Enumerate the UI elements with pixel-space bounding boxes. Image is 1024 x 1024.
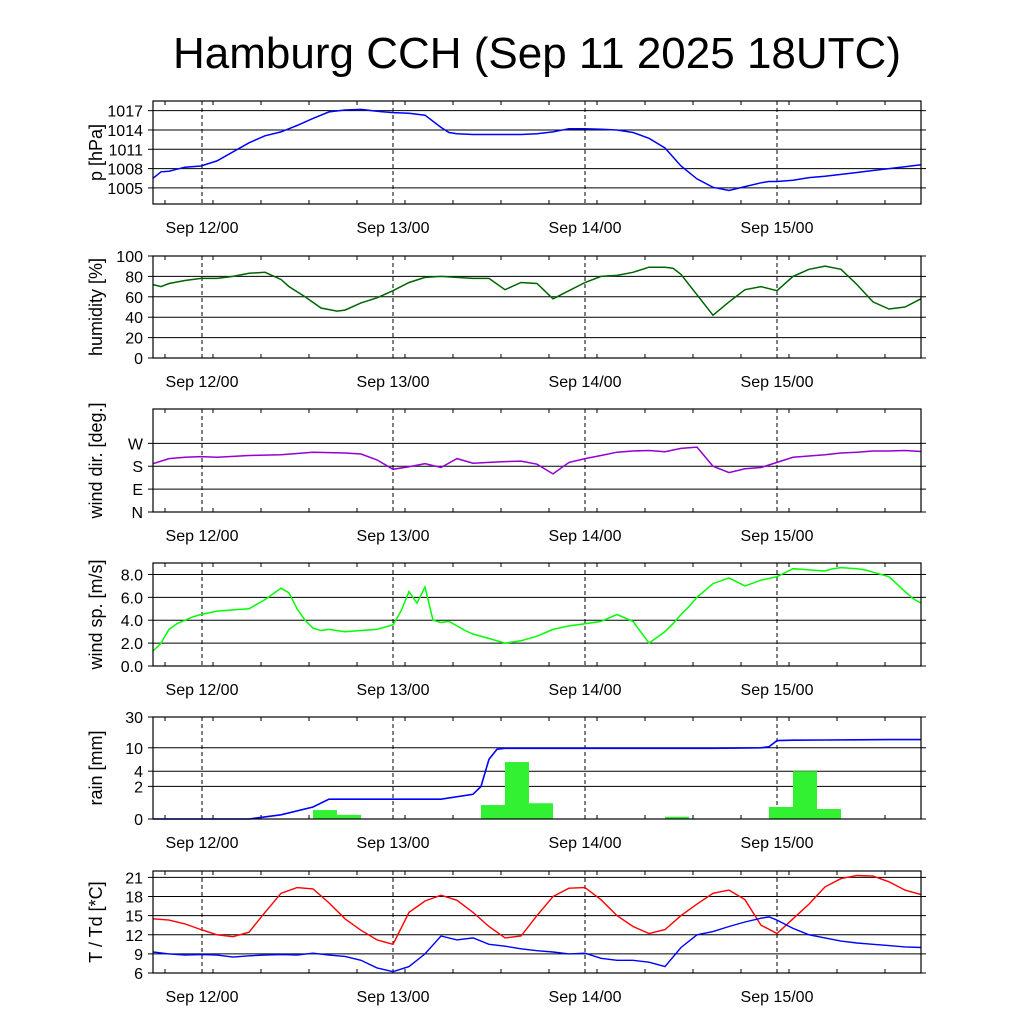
plot-frame	[152, 100, 922, 205]
y-tick-label: 1005	[107, 181, 143, 198]
y-tick-label: 21	[125, 870, 143, 887]
y-axis-label: wind sp. [m/s]	[86, 559, 106, 670]
panel-pressure: 1005 1008 1011 1014 1017 Sep 12/00 Sep 13/00 Se…	[86, 100, 926, 237]
y-tick-label: 2	[134, 779, 143, 796]
rain-bar	[313, 810, 337, 819]
x-tick-label: Sep 12/00	[166, 374, 239, 391]
temperature-line	[152, 874, 922, 946]
y-tick-label: 18	[125, 890, 143, 907]
y-tick-label: 0	[134, 351, 143, 368]
rain-bar	[505, 762, 529, 819]
y-tick-label: 1014	[107, 123, 143, 140]
y-axis-label: wind dir. [deg.]	[86, 402, 106, 519]
panel-temperature_dewpoint: 6 9 12 15 18 21 Sep 12/00 Sep 13/00 Sep 14/00 Sep…	[86, 870, 926, 1006]
chart-title: Hamburg CCH (Sep 11 2025 18UTC)	[173, 29, 901, 78]
x-tick-label: Sep 13/00	[357, 682, 430, 699]
x-tick-label: Sep 13/00	[357, 220, 430, 237]
y-axis-label: p [hPa]	[86, 124, 106, 181]
x-tick-label: Sep 14/00	[549, 220, 622, 237]
x-tick-label: Sep 14/00	[549, 682, 622, 699]
rain-bar	[769, 806, 793, 819]
y-tick-label: 1008	[107, 162, 143, 179]
y-tick-label: 4.0	[121, 613, 143, 630]
y-tick-label: 12	[125, 928, 143, 945]
x-tick-label: Sep 15/00	[741, 528, 814, 545]
panel-wind_speed: 0.0 2.0 4.0 6.0 8.0 Sep 12/00 Sep 13/00 Sep 14/…	[86, 559, 926, 699]
x-tick-label: Sep 12/00	[166, 682, 239, 699]
x-tick-label: Sep 12/00	[166, 528, 239, 545]
x-tick-label: Sep 12/00	[166, 989, 239, 1006]
y-tick-label: E	[132, 482, 143, 499]
x-tick-label: Sep 15/00	[741, 989, 814, 1006]
y-tick-label: 0.0	[121, 659, 143, 676]
y-tick-label: 15	[125, 909, 143, 926]
y-tick-label: 4	[134, 764, 143, 781]
y-tick-label: 30	[125, 710, 143, 727]
rain-cumulative-line	[153, 738, 921, 820]
x-tick-label: Sep 15/00	[741, 220, 814, 237]
y-tick-label: 1017	[107, 104, 143, 121]
humidity-line	[152, 265, 922, 317]
rain-bar	[817, 809, 841, 819]
wind-direction-line	[152, 446, 922, 475]
x-tick-label: Sep 13/00	[357, 989, 430, 1006]
y-tick-label: 100	[116, 249, 143, 266]
y-tick-label: 0	[134, 812, 143, 829]
x-tick-label: Sep 12/00	[166, 220, 239, 237]
dewpoint-line	[152, 916, 922, 973]
plot-frame	[152, 255, 922, 359]
y-axis-label: T / Td [*C]	[86, 881, 106, 962]
panel-rain: 0 24 10 30 Sep 12/00 Sep 13/00 Sep 14/00 Sep 15…	[86, 710, 926, 852]
x-tick-label: Sep 13/00	[357, 835, 430, 852]
wind-speed-line	[152, 566, 922, 652]
rain-bar	[481, 805, 505, 819]
y-tick-label: 10	[125, 741, 143, 758]
x-tick-label: Sep 15/00	[741, 374, 814, 391]
x-tick-label: Sep 15/00	[741, 835, 814, 852]
y-tick-label: 1011	[109, 142, 144, 159]
x-tick-label: Sep 14/00	[549, 989, 622, 1006]
y-axis-label: rain [mm]	[86, 730, 106, 805]
x-tick-label: Sep 14/00	[549, 528, 622, 545]
y-tick-label: 8.0	[121, 567, 143, 584]
plot-frame	[152, 408, 922, 513]
y-tick-label: W	[128, 436, 144, 453]
y-tick-label: 60	[125, 290, 143, 307]
y-tick-label: 9	[134, 947, 143, 964]
x-tick-label: Sep 13/00	[357, 528, 430, 545]
y-tick-label: 6.0	[121, 590, 143, 607]
x-tick-label: Sep 12/00	[166, 835, 239, 852]
rain-bar	[529, 803, 553, 819]
y-tick-label: 80	[125, 269, 143, 286]
x-tick-label: Sep 15/00	[741, 682, 814, 699]
rain-bar	[337, 814, 361, 819]
panel-humidity: 0 20 40 60 80 100 Sep 12/00 Sep 13/00 Sep 14/00 S…	[86, 249, 926, 391]
rain-bar	[793, 771, 817, 819]
pressure-line	[152, 108, 922, 192]
x-tick-label: Sep 14/00	[549, 835, 622, 852]
y-tick-label: 40	[125, 310, 143, 327]
y-tick-label: 20	[125, 331, 143, 348]
x-tick-label: Sep 14/00	[549, 374, 622, 391]
y-tick-label: S	[132, 459, 143, 476]
plot-frame	[152, 716, 922, 820]
rain-bar	[665, 816, 689, 819]
x-tick-label: Sep 13/00	[357, 374, 430, 391]
y-tick-label: N	[131, 505, 143, 522]
y-axis-label: humidity [%]	[86, 258, 106, 356]
y-tick-label: 2.0	[121, 636, 143, 653]
plot-frame	[152, 870, 922, 974]
plot-frame	[152, 562, 922, 667]
y-tick-label: 6	[134, 966, 143, 983]
